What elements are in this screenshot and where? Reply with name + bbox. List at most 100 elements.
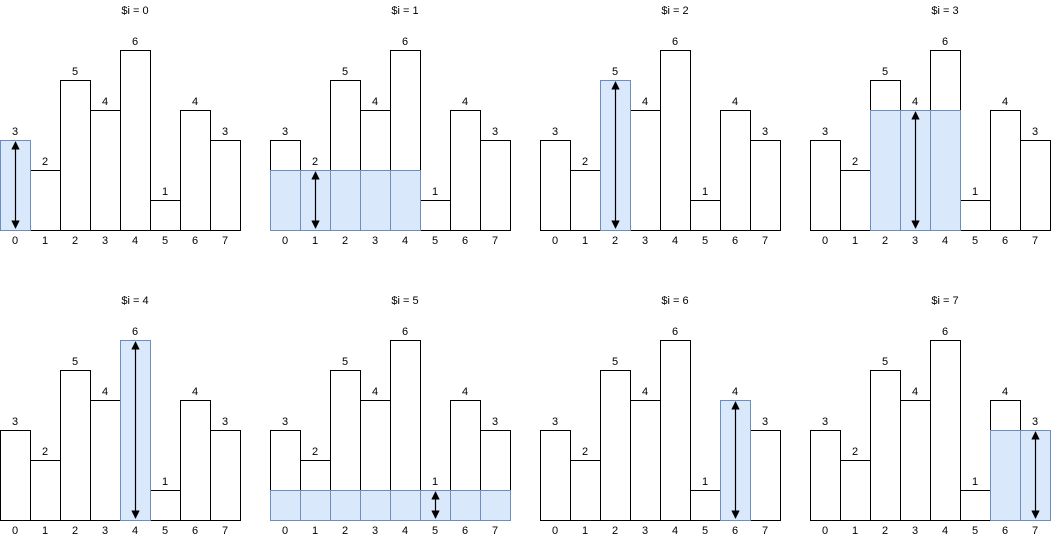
bar-value-label: 6: [132, 326, 138, 338]
x-tick-label: 4: [402, 525, 408, 537]
bar-value-label: 2: [852, 446, 858, 458]
panel-title: $i = 6: [661, 295, 688, 307]
bar-value-label: 2: [312, 156, 318, 168]
bar-value-label: 3: [762, 126, 768, 138]
x-tick-label: 6: [732, 525, 738, 537]
bar-value-label: 3: [492, 126, 498, 138]
x-tick-label: 7: [222, 235, 228, 247]
x-tick-label: 5: [702, 235, 708, 247]
x-tick-label: 5: [432, 525, 438, 537]
bar-3: [630, 400, 661, 521]
x-tick-label: 7: [762, 525, 768, 537]
bar-3: [90, 400, 121, 521]
panel-title: $i = 0: [121, 5, 148, 17]
x-tick-label: 2: [882, 235, 888, 247]
x-tick-label: 6: [732, 235, 738, 247]
bar-value-label: 5: [882, 356, 888, 368]
bar-value-label: 4: [732, 386, 738, 398]
x-tick-label: 0: [822, 525, 828, 537]
bar-4: [660, 50, 691, 231]
x-tick-label: 2: [72, 525, 78, 537]
bar-value-label: 4: [642, 386, 648, 398]
bar-6: [180, 400, 211, 521]
x-tick-label: 5: [702, 525, 708, 537]
bar-value-label: 4: [192, 386, 198, 398]
panel-7: $i = 7 3 2 5 4 6 1 4 3 0 1 2 3 4 5 6 7: [810, 295, 1051, 537]
bar-value-label: 4: [102, 386, 108, 398]
x-tick-label: 3: [372, 525, 378, 537]
bar-value-label: 3: [282, 126, 288, 138]
bar-4: [120, 50, 151, 231]
x-tick-label: 0: [552, 235, 558, 247]
x-tick-label: 6: [192, 235, 198, 247]
bar-0: [810, 430, 841, 521]
bar-value-label: 2: [852, 156, 858, 168]
bar-value-label: 4: [462, 386, 468, 398]
bar-value-label: 6: [942, 326, 948, 338]
x-tick-label: 2: [612, 235, 618, 247]
x-tick-label: 0: [822, 235, 828, 247]
bar-value-label: 1: [162, 476, 168, 488]
panel-title: $i = 2: [661, 5, 688, 17]
bar-7: [210, 430, 241, 521]
x-tick-label: 4: [132, 235, 138, 247]
x-tick-label: 5: [162, 525, 168, 537]
x-tick-label: 1: [312, 525, 318, 537]
bar-value-label: 3: [222, 126, 228, 138]
bar-7: [210, 140, 241, 231]
bar-0: [540, 430, 571, 521]
bar-2: [60, 370, 91, 521]
x-tick-label: 3: [102, 235, 108, 247]
panel-title: $i = 5: [391, 295, 418, 307]
bar-value-label: 4: [1002, 96, 1008, 108]
bar-value-label: 6: [402, 36, 408, 48]
bar-value-label: 3: [822, 126, 828, 138]
panel-6: $i = 6 3 2 5 4 6 1 4 3 0 1 2 3 4 5 6 7: [540, 295, 781, 537]
panel-title: $i = 4: [121, 295, 148, 307]
x-tick-label: 0: [552, 525, 558, 537]
bar-7: [480, 140, 511, 231]
bar-value-label: 4: [642, 96, 648, 108]
panel-title: $i = 1: [391, 5, 418, 17]
bar-value-label: 5: [882, 66, 888, 78]
bar-5: [960, 200, 991, 231]
x-tick-label: 3: [102, 525, 108, 537]
x-tick-label: 3: [912, 525, 918, 537]
bar-value-label: 6: [672, 36, 678, 48]
bar-7: [750, 430, 781, 521]
x-tick-label: 5: [432, 235, 438, 247]
bar-value-label: 4: [372, 96, 378, 108]
bar-value-label: 6: [132, 36, 138, 48]
x-tick-label: 2: [882, 525, 888, 537]
x-tick-label: 4: [942, 525, 948, 537]
bar-5: [420, 200, 451, 231]
bar-value-label: 5: [612, 66, 618, 78]
bar-value-label: 1: [702, 186, 708, 198]
bar-value-label: 1: [432, 186, 438, 198]
bar-value-label: 1: [702, 476, 708, 488]
bar-value-label: 3: [12, 126, 18, 138]
bar-value-label: 3: [12, 416, 18, 428]
bar-value-label: 2: [42, 446, 48, 458]
bar-value-label: 3: [1032, 416, 1038, 428]
bar-value-label: 2: [582, 446, 588, 458]
bar-7: [1020, 140, 1051, 231]
bar-value-label: 4: [912, 96, 918, 108]
x-tick-label: 1: [42, 525, 48, 537]
bar-1: [570, 170, 601, 231]
bar-value-label: 3: [552, 126, 558, 138]
bar-0: [810, 140, 841, 231]
x-tick-label: 0: [12, 235, 18, 247]
bar-value-label: 1: [972, 186, 978, 198]
x-tick-label: 3: [372, 235, 378, 247]
bar-value-label: 5: [612, 356, 618, 368]
bar-value-label: 4: [102, 96, 108, 108]
panel-2: $i = 2 3 2 5 4 6 1 4 3 0 1 2 3 4 5 6 7: [540, 5, 781, 247]
x-tick-label: 0: [12, 525, 18, 537]
panel-0: $i = 0 3 2 5 4 6 1 4 3 0 1 2 3 4 5 6 7: [0, 5, 241, 247]
x-tick-label: 6: [1002, 235, 1008, 247]
bar-0: [0, 430, 31, 521]
bar-value-label: 3: [762, 416, 768, 428]
x-tick-label: 7: [492, 235, 498, 247]
